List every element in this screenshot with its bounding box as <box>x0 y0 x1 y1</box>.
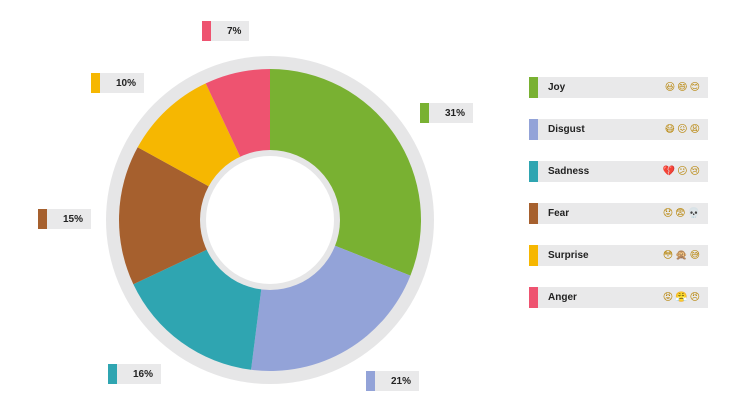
legend-label: Anger <box>548 292 577 303</box>
data-label-surprise: 10% <box>91 73 145 93</box>
emoji-icons: 😡😤😠 <box>662 292 702 303</box>
donut-hole <box>206 156 334 284</box>
legend-item-disgust: Disgust 😷😖😩 <box>529 119 708 140</box>
data-label-disgust: 21% <box>366 371 420 391</box>
label-text: 10% <box>116 77 137 89</box>
label-swatch <box>202 21 211 41</box>
emoji-icons: 💔😕😢 <box>662 166 702 177</box>
legend-swatch <box>529 77 538 98</box>
label-text: 7% <box>227 25 242 37</box>
legend-swatch <box>529 287 538 308</box>
label-swatch <box>91 73 100 93</box>
legend-swatch <box>529 119 538 140</box>
legend-item-surprise: Surprise 😳🙊😅 <box>529 245 708 266</box>
legend: Joy 😃😄😊 Disgust 😷😖😩 Sadness 💔😕😢 Fear 😟😨💀… <box>529 77 708 329</box>
legend-item-sadness: Sadness 💔😕😢 <box>529 161 708 182</box>
label-text: 16% <box>133 368 154 380</box>
label-swatch <box>420 103 429 123</box>
legend-item-fear: Fear 😟😨💀 <box>529 203 708 224</box>
legend-label: Joy <box>548 82 566 93</box>
legend-label: Surprise <box>548 250 589 261</box>
data-label-joy: 31% <box>420 103 474 123</box>
legend-label: Sadness <box>548 166 590 177</box>
emoji-icons: 😃😄😊 <box>664 82 702 93</box>
legend-swatch <box>529 203 538 224</box>
label-text: 31% <box>445 107 466 119</box>
legend-label: Disgust <box>548 124 585 135</box>
legend-swatch <box>529 245 538 266</box>
legend-item-joy: Joy 😃😄😊 <box>529 77 708 98</box>
legend-item-anger: Anger 😡😤😠 <box>529 287 708 308</box>
emoji-icons: 😟😨💀 <box>662 208 702 219</box>
slice-fear <box>119 147 270 285</box>
data-label-fear: 15% <box>38 209 92 229</box>
label-swatch <box>38 209 47 229</box>
emoji-icons: 😷😖😩 <box>664 124 702 135</box>
label-text: 15% <box>63 213 84 225</box>
legend-swatch <box>529 161 538 182</box>
legend-label: Fear <box>548 208 570 219</box>
data-label-anger: 7% <box>202 21 250 41</box>
label-swatch <box>366 371 375 391</box>
emoji-icons: 😳🙊😅 <box>662 250 702 261</box>
label-text: 21% <box>391 375 412 387</box>
label-swatch <box>108 364 117 384</box>
data-label-sadness: 16% <box>108 364 162 384</box>
